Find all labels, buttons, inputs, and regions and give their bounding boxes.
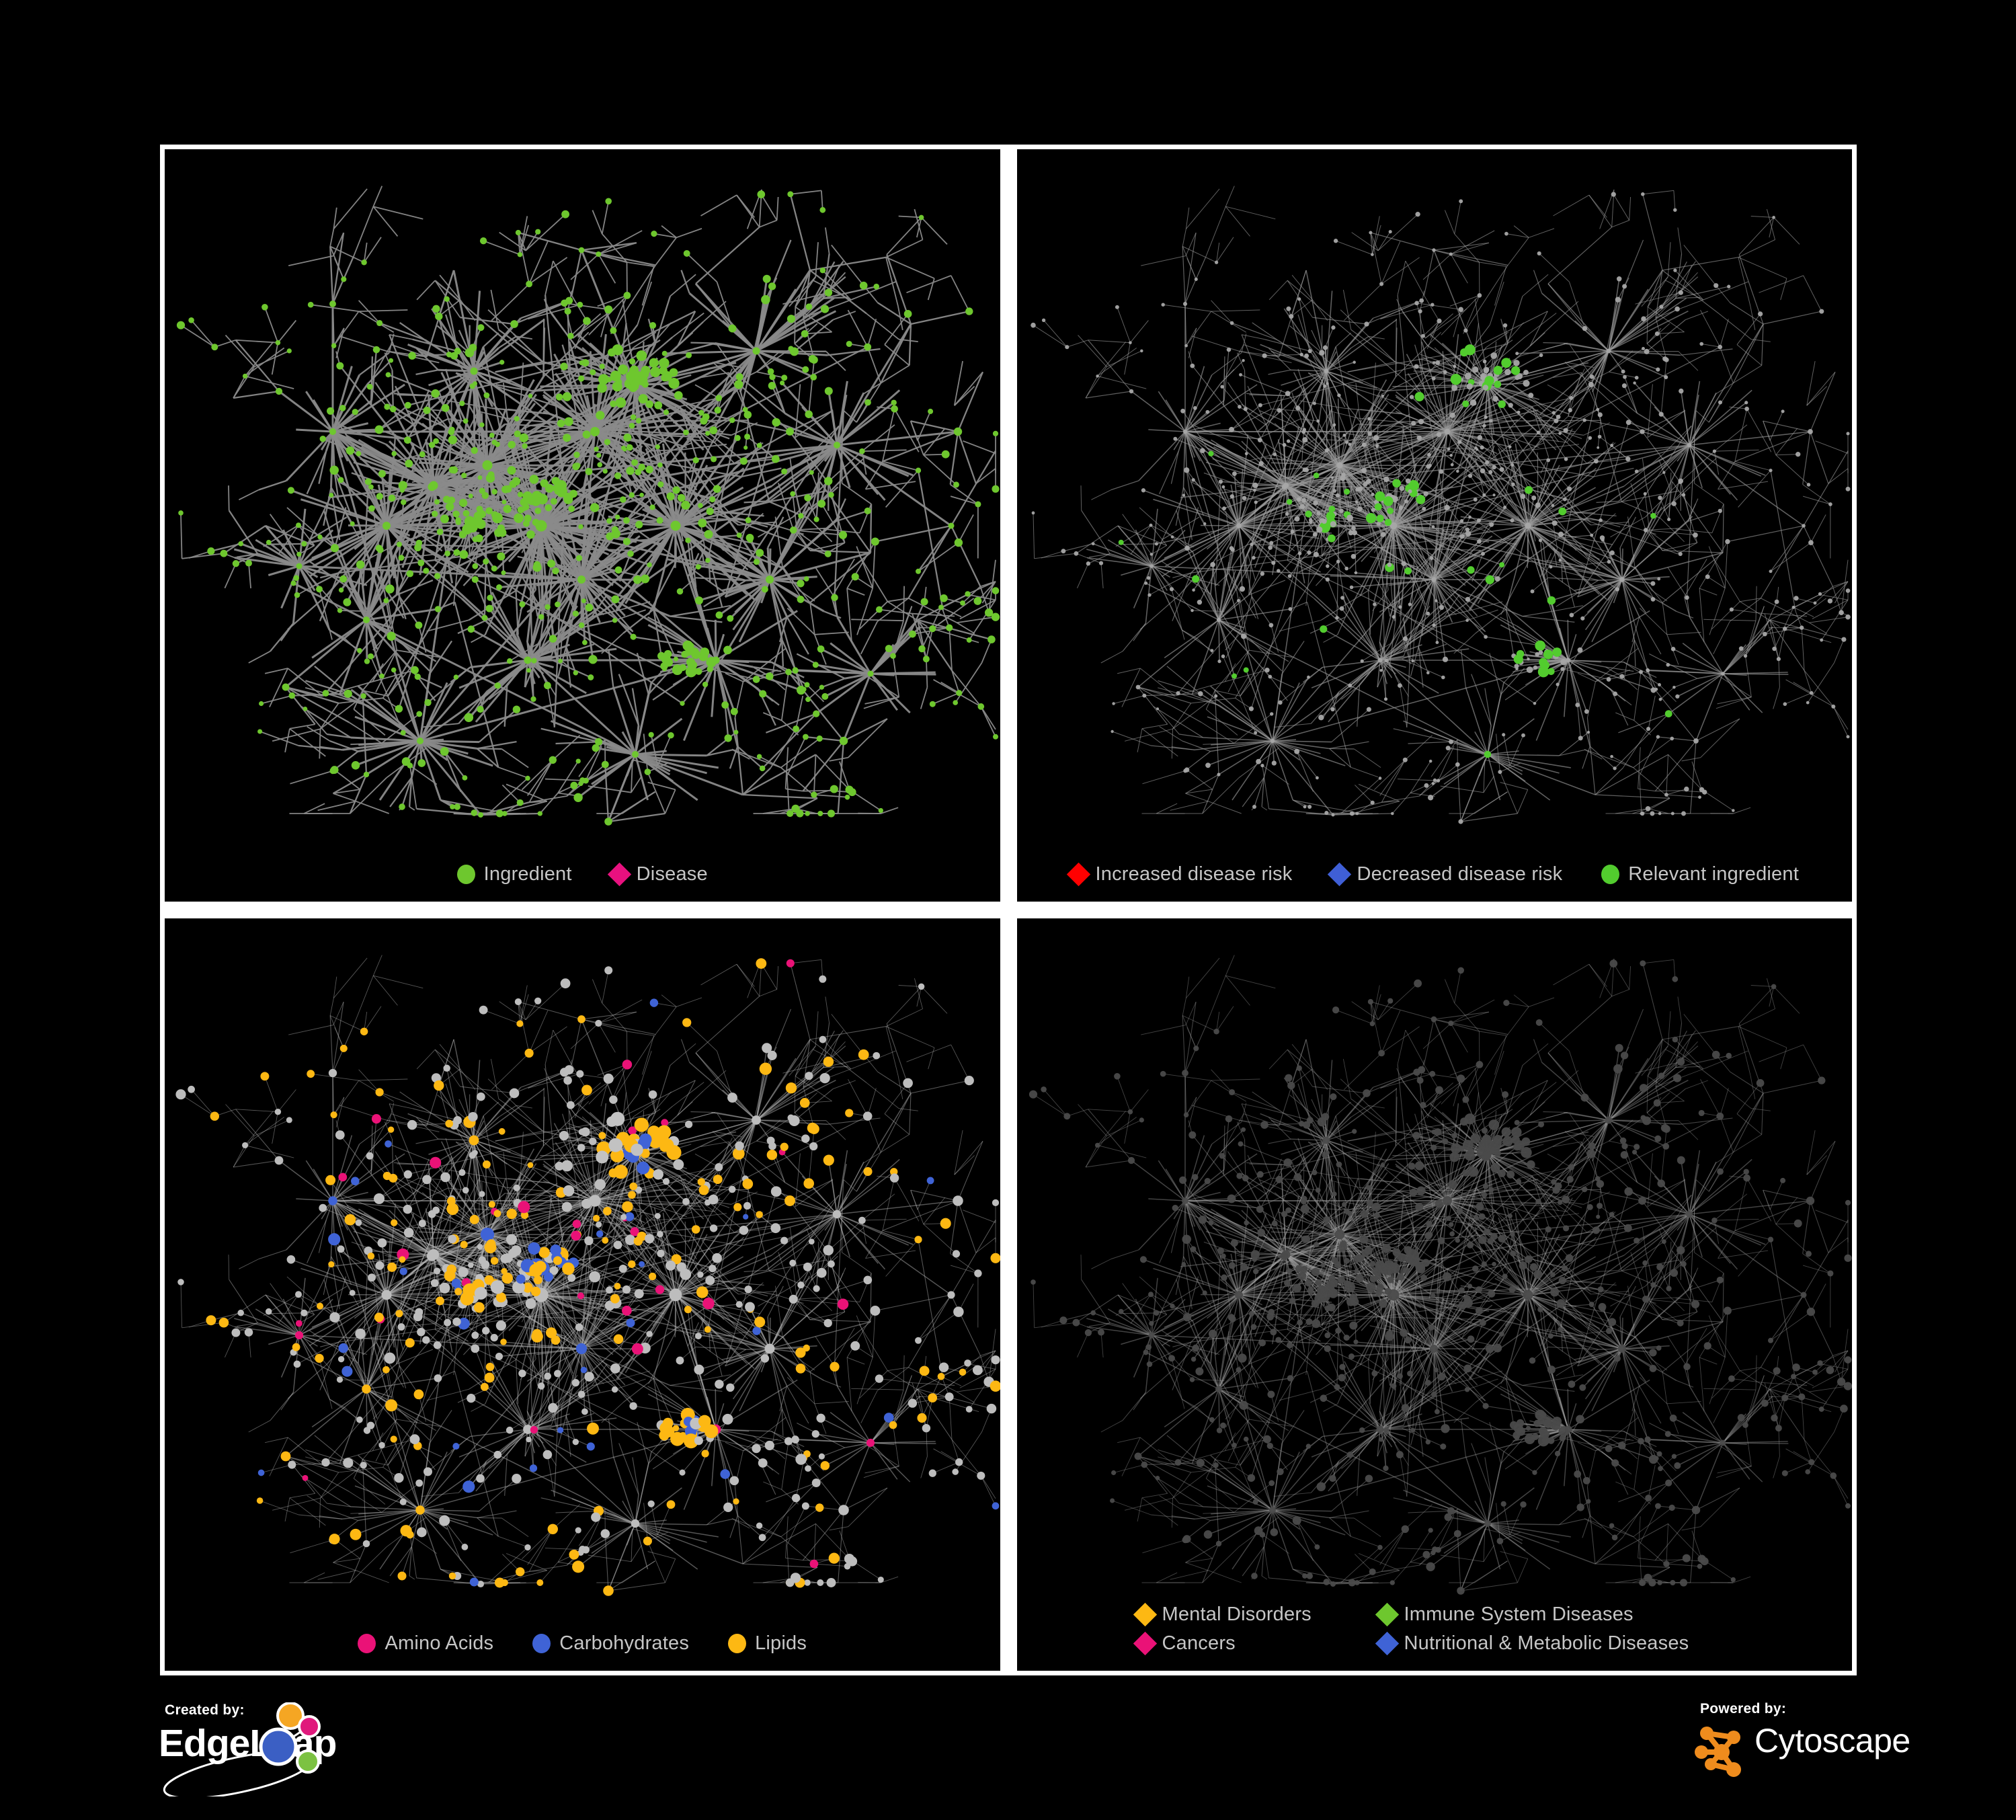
network-graph-1 (176, 149, 1000, 826)
network-canvas-4[interactable] (1017, 918, 1853, 1671)
cytoscape-wordmark: Cytoscape (1755, 1722, 1910, 1759)
edgeleap-logo[interactable]: Created by: EdgeLeap (159, 1702, 380, 1796)
edgeleap-network-icon (163, 1702, 321, 1796)
network-canvas-3[interactable] (165, 918, 1000, 1671)
network-graph-3 (175, 918, 1000, 1596)
network-graph-4 (1029, 918, 1852, 1595)
network-graph-2 (1030, 149, 1851, 824)
panel-disease-class[interactable]: Mental Disorders Immune System Diseases … (1012, 914, 1857, 1675)
created-by-label: Created by: (165, 1702, 245, 1718)
figure-footer: Created by: EdgeLeap Powered by: Cytosca… (0, 1675, 2016, 1820)
network-canvas-1[interactable] (165, 149, 1000, 902)
cytoscape-node-icon (1695, 1727, 1741, 1777)
panel-ingredient-disease[interactable]: Ingredient Disease (160, 145, 1005, 906)
powered-by-label: Powered by: (1700, 1701, 1787, 1716)
network-canvas-2[interactable] (1017, 149, 1853, 902)
cytoscape-logo[interactable]: Powered by: Cytoscape (1677, 1701, 1919, 1795)
panel-nutrient-class[interactable]: Amino Acids Carbohydrates Lipids (160, 914, 1005, 1675)
panel-disease-risk[interactable]: Increased disease risk Decreased disease… (1012, 145, 1857, 906)
panel-grid: Ingredient Disease Increased diseas (160, 145, 1857, 1675)
